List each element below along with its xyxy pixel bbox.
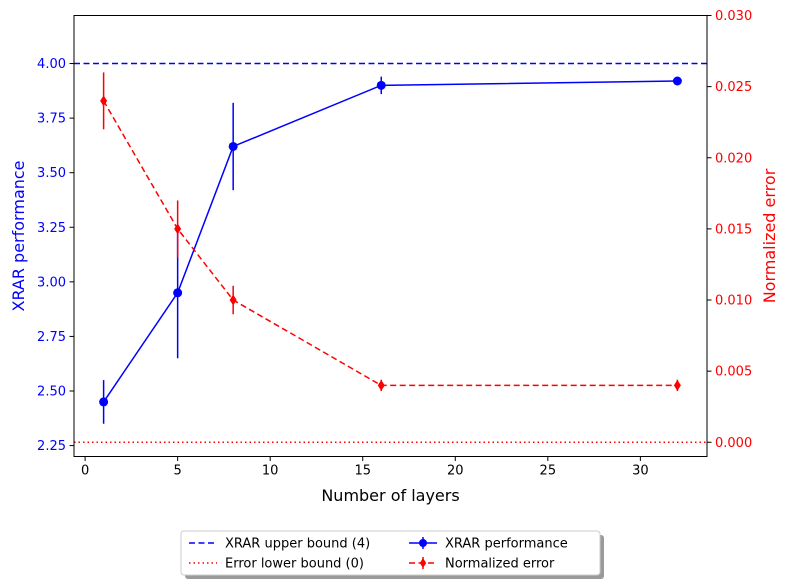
y-left-tick-label: 3.75 [37,112,66,127]
series-error [100,72,681,392]
data-point-error [229,294,237,306]
series-line-error [102,100,678,387]
x-tick-label: 10 [262,464,279,479]
data-point-performance [376,80,386,90]
x-tick-label: 25 [540,464,557,479]
data-point-performance [99,397,109,407]
data-point-performance [672,76,682,86]
data-point-error [377,379,385,391]
y-left-tick-label: 4.00 [37,57,66,72]
x-axis: 0 5 10 15 20 25 30 [81,456,649,479]
y-right-tick-label: 0.015 [715,222,752,237]
data-point-performance [228,141,238,151]
series-line-performance [102,80,678,403]
legend-entry-normalized-error: Normalized error [409,557,555,572]
y-right-tick-label: 0.010 [715,294,752,309]
x-tick-label: 0 [81,464,89,479]
y-left-tick-label: 3.50 [37,166,66,181]
data-point-error [100,95,108,107]
legend: XRAR upper bound (4) Error lower bound (0… [180,530,604,579]
legend-label: Error lower bound (0) [225,557,364,572]
x-tick-label: 30 [632,464,649,479]
x-tick-label: 5 [174,464,182,479]
legend-label: XRAR upper bound (4) [225,537,370,552]
y-right-tick-label: 0.000 [715,436,752,451]
legend-label: XRAR performance [445,537,568,552]
legend-label: Normalized error [445,557,555,572]
legend-entry-error-lower-bound-0: Error lower bound (0) [189,557,364,572]
legend-items: XRAR upper bound (4) Error lower bound (0… [189,537,568,572]
y-left-tick-label: 2.75 [37,330,66,345]
y-left-axis: 2.25 2.50 2.75 3.00 3.25 3.50 3.75 4.00 [37,57,74,454]
y-right-axis-title: Normalized error [760,168,779,303]
x-tick-label: 15 [354,464,371,479]
series-performance [99,76,682,424]
y-left-axis-title: XRAR performance [9,160,28,311]
x-tick-label: 20 [447,464,464,479]
plot-frame [73,15,708,457]
data-point-error [174,223,182,235]
y-left-tick-label: 3.00 [37,275,66,290]
legend-box [180,530,601,576]
y-right-tick-label: 0.030 [715,9,752,24]
y-left-tick-label: 2.50 [37,385,66,400]
y-left-tick-label: 3.25 [37,221,66,236]
y-left-tick-label: 2.25 [37,439,66,454]
data-point-performance [173,288,183,298]
y-right-tick-label: 0.005 [715,365,752,380]
y-right-tick-label: 0.025 [715,80,752,95]
x-axis-title: Number of layers [321,486,459,505]
plot-content [74,62,707,444]
legend-entry-xrar-upper-bound-4: XRAR upper bound (4) [189,537,370,552]
y-right-axis: 0.000 0.005 0.010 0.015 0.020 0.025 0.030 [707,9,752,451]
data-point-error [673,379,681,391]
y-right-tick-label: 0.020 [715,151,752,166]
legend-entry-xrar-performance: XRAR performance [409,537,568,552]
